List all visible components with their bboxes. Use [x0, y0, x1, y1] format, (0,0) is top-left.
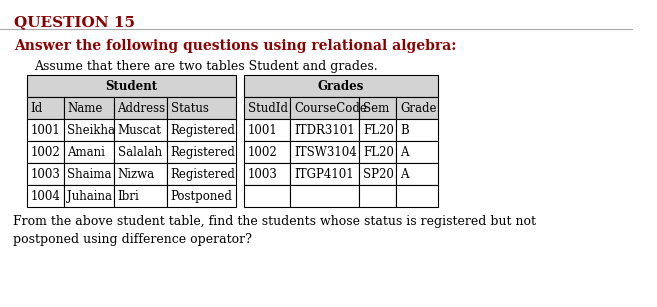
Text: 1004: 1004: [31, 189, 60, 203]
Text: SP20: SP20: [363, 168, 394, 181]
Text: Id: Id: [31, 102, 43, 115]
Text: 1002: 1002: [248, 146, 277, 158]
Text: Nizwa: Nizwa: [118, 168, 154, 181]
Bar: [64, 185, 114, 207]
Text: Status: Status: [171, 102, 208, 115]
Bar: [290, 185, 359, 207]
Bar: [244, 75, 438, 97]
Bar: [64, 97, 114, 119]
Bar: [359, 97, 396, 119]
Bar: [244, 119, 290, 141]
Text: 1001: 1001: [248, 123, 277, 137]
Text: Grade: Grade: [400, 102, 436, 115]
Bar: [114, 141, 167, 163]
Text: ITSW3104: ITSW3104: [294, 146, 357, 158]
Text: Juhaina: Juhaina: [68, 189, 112, 203]
Text: Sheikha: Sheikha: [68, 123, 116, 137]
Bar: [27, 97, 64, 119]
Text: FL20: FL20: [363, 123, 394, 137]
Text: FL20: FL20: [363, 146, 394, 158]
Text: 1002: 1002: [31, 146, 60, 158]
Text: Postponed: Postponed: [171, 189, 233, 203]
Text: B: B: [400, 123, 409, 137]
Text: 1001: 1001: [31, 123, 60, 137]
Text: Registered: Registered: [171, 123, 235, 137]
Text: Salalah: Salalah: [118, 146, 162, 158]
Text: QUESTION 15: QUESTION 15: [14, 15, 135, 29]
Bar: [290, 163, 359, 185]
Bar: [64, 163, 114, 185]
Bar: [359, 163, 396, 185]
Text: Answer the following questions using relational algebra:: Answer the following questions using rel…: [14, 39, 457, 53]
Bar: [359, 185, 396, 207]
Text: Sem: Sem: [363, 102, 390, 115]
Text: CourseCode: CourseCode: [294, 102, 367, 115]
Bar: [114, 119, 167, 141]
Bar: [396, 119, 438, 141]
Bar: [27, 185, 64, 207]
Text: ITDR3101: ITDR3101: [294, 123, 355, 137]
Text: Ibri: Ibri: [118, 189, 139, 203]
Text: StudId: StudId: [248, 102, 288, 115]
Bar: [167, 185, 236, 207]
Bar: [396, 141, 438, 163]
Text: ITGP4101: ITGP4101: [294, 168, 353, 181]
Bar: [290, 141, 359, 163]
Text: Assume that there are two tables Student and grades.: Assume that there are two tables Student…: [34, 60, 377, 73]
Bar: [290, 97, 359, 119]
Text: A: A: [400, 168, 409, 181]
Bar: [244, 97, 290, 119]
Bar: [396, 97, 438, 119]
Text: From the above student table, find the students whose status is registered but n: From the above student table, find the s…: [12, 215, 535, 246]
Text: Name: Name: [68, 102, 103, 115]
Bar: [244, 141, 290, 163]
Bar: [244, 163, 290, 185]
Bar: [27, 75, 236, 97]
Bar: [167, 163, 236, 185]
Bar: [359, 141, 396, 163]
Text: 1003: 1003: [31, 168, 60, 181]
Bar: [167, 119, 236, 141]
Text: Shaima: Shaima: [68, 168, 112, 181]
Bar: [359, 119, 396, 141]
Text: A: A: [400, 146, 409, 158]
Text: Address: Address: [118, 102, 166, 115]
Text: Registered: Registered: [171, 146, 235, 158]
Bar: [114, 185, 167, 207]
Bar: [27, 119, 64, 141]
Text: Grades: Grades: [318, 80, 365, 92]
Text: Registered: Registered: [171, 168, 235, 181]
Bar: [244, 185, 290, 207]
Bar: [167, 141, 236, 163]
Text: Muscat: Muscat: [118, 123, 162, 137]
Bar: [290, 119, 359, 141]
Bar: [64, 141, 114, 163]
Bar: [27, 141, 64, 163]
Bar: [114, 163, 167, 185]
Bar: [396, 163, 438, 185]
Bar: [167, 97, 236, 119]
Bar: [114, 97, 167, 119]
Bar: [27, 163, 64, 185]
Text: 1003: 1003: [248, 168, 277, 181]
Bar: [396, 185, 438, 207]
Text: Student: Student: [106, 80, 158, 92]
Bar: [64, 119, 114, 141]
Text: Amani: Amani: [68, 146, 105, 158]
